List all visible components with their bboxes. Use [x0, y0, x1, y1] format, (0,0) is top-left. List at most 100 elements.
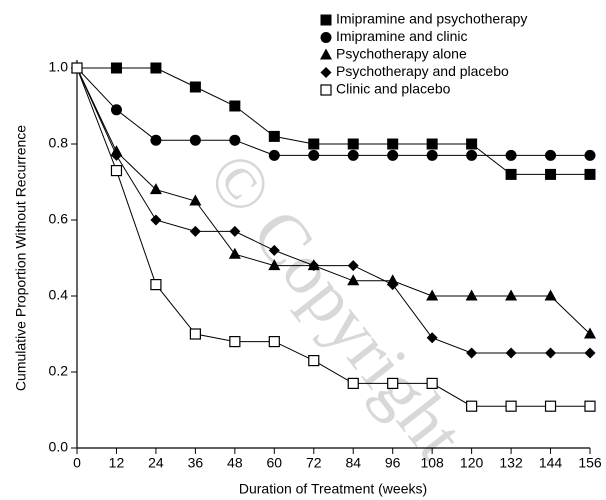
x-tick-label: 0 — [73, 455, 81, 471]
legend-marker — [320, 67, 332, 78]
marker — [308, 260, 320, 272]
y-tick-label: 0.8 — [49, 135, 69, 151]
marker — [229, 134, 241, 146]
x-tick-label: 24 — [148, 455, 164, 471]
x-tick-label: 84 — [345, 455, 361, 471]
marker — [387, 138, 399, 150]
y-axis-label: Cumulative Proportion Without Recurrence — [13, 125, 29, 391]
series-line — [76, 67, 591, 335]
marker — [387, 279, 399, 291]
marker — [347, 260, 359, 272]
marker — [189, 81, 201, 93]
marker — [189, 328, 201, 340]
marker — [584, 400, 596, 412]
x-tick-label: 48 — [227, 455, 243, 471]
x-tick-label: 156 — [578, 455, 602, 471]
marker — [110, 149, 122, 161]
marker — [308, 355, 320, 367]
marker — [229, 225, 241, 237]
y-tick-label: 1.0 — [49, 59, 69, 75]
legend-label: Psychotherapy and placebo — [336, 63, 509, 79]
marker — [150, 134, 162, 146]
marker — [505, 347, 517, 359]
marker — [584, 168, 596, 180]
x-tick-label: 72 — [306, 455, 322, 471]
marker — [71, 62, 83, 74]
marker — [544, 289, 557, 301]
marker — [426, 377, 438, 389]
x-tick-label: 132 — [499, 455, 523, 471]
legend-marker — [320, 32, 332, 43]
marker — [268, 336, 280, 348]
marker — [545, 168, 557, 180]
y-tick-label: 0.0 — [49, 439, 69, 455]
legend-label: Imipramine and psychotherapy — [336, 11, 527, 27]
marker — [347, 274, 360, 286]
marker — [466, 138, 478, 150]
marker — [268, 149, 280, 161]
marker — [268, 244, 280, 256]
legend-label: Imipramine and clinic — [336, 28, 468, 44]
marker — [150, 279, 162, 291]
marker — [228, 247, 241, 259]
marker — [387, 149, 399, 161]
marker — [308, 149, 320, 161]
marker — [505, 149, 517, 161]
marker — [387, 377, 399, 389]
marker — [426, 332, 438, 344]
marker — [505, 168, 517, 180]
marker — [426, 149, 438, 161]
marker — [584, 347, 596, 359]
marker — [545, 347, 557, 359]
marker — [465, 289, 478, 301]
y-tick-label: 0.4 — [49, 287, 69, 303]
x-tick-label: 120 — [460, 455, 484, 471]
marker — [229, 336, 241, 348]
marker — [545, 149, 557, 161]
marker — [189, 194, 202, 206]
x-tick-label: 108 — [420, 455, 444, 471]
marker — [544, 400, 557, 412]
series-line — [77, 67, 590, 175]
series-line — [76, 67, 590, 407]
y-tick-label: 0.2 — [49, 363, 69, 379]
legend-marker — [320, 14, 332, 26]
marker — [150, 214, 162, 226]
marker — [505, 400, 517, 412]
x-tick-label: 12 — [109, 455, 125, 471]
marker — [466, 149, 478, 161]
marker — [426, 138, 438, 150]
marker — [189, 225, 201, 237]
marker — [584, 327, 596, 339]
marker — [308, 138, 320, 150]
marker — [584, 149, 596, 161]
marker — [268, 259, 281, 271]
marker — [466, 347, 478, 359]
marker — [426, 289, 439, 301]
marker — [229, 100, 241, 112]
y-tick-label: 0.6 — [49, 211, 69, 227]
x-axis-label: Duration of Treatment (weeks) — [239, 481, 427, 497]
marker — [149, 183, 162, 195]
x-tick-label: 60 — [267, 455, 283, 471]
watermark: © Copyright — [192, 137, 480, 474]
marker — [110, 62, 122, 74]
legend-label: Psychotherapy alone — [336, 46, 467, 62]
marker — [347, 149, 359, 161]
legend-marker — [320, 48, 332, 60]
marker — [189, 134, 201, 146]
marker — [347, 138, 359, 150]
marker — [110, 104, 122, 116]
marker — [150, 62, 162, 74]
marker — [110, 165, 123, 177]
marker — [505, 289, 518, 301]
series-line — [76, 67, 590, 156]
marker — [466, 400, 478, 412]
legend-label: Clinic and placebo — [336, 81, 451, 97]
x-tick-label: 144 — [539, 455, 563, 471]
series-line — [76, 67, 590, 354]
marker — [347, 377, 359, 389]
x-tick-label: 96 — [385, 455, 401, 471]
marker — [268, 130, 280, 142]
